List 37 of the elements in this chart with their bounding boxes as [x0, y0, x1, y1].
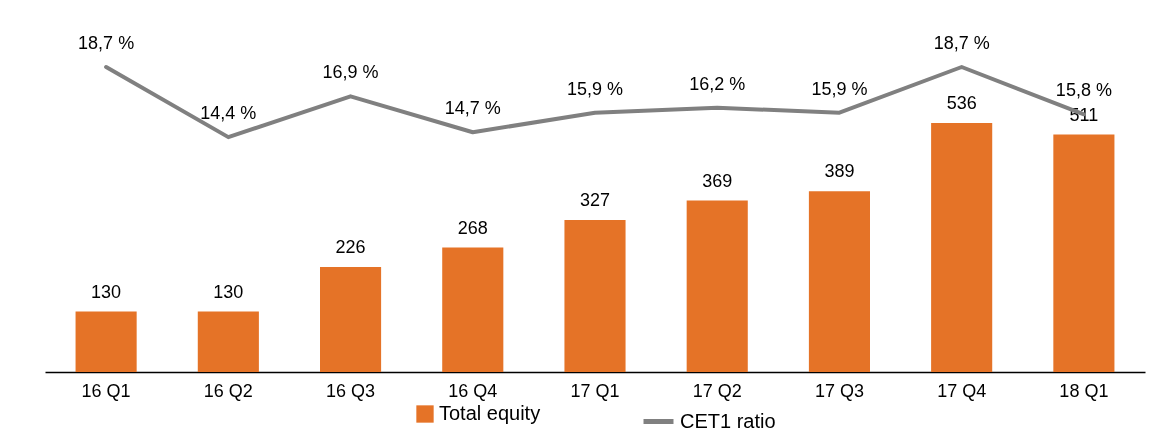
bar: [1053, 134, 1115, 372]
x-tick-label: 18 Q1: [1059, 380, 1109, 401]
data-label: 16,9 %: [322, 62, 379, 83]
data-label: 14,7 %: [444, 98, 501, 119]
data-label: 14,4 %: [200, 103, 257, 124]
bar: [931, 123, 993, 372]
data-label: 130: [213, 281, 244, 302]
data-label: 16,2 %: [689, 73, 746, 94]
data-label: 268: [457, 217, 488, 238]
x-tick-label: 16 Q1: [81, 380, 131, 401]
bar: [808, 191, 870, 372]
data-label: 130: [91, 281, 122, 302]
bar: [686, 200, 748, 372]
x-tick-label: 17 Q4: [937, 380, 987, 401]
bar: [320, 267, 382, 372]
bar: [564, 220, 626, 372]
x-tick-label: 17 Q1: [570, 380, 620, 401]
bar: [197, 311, 259, 372]
bar: [75, 311, 137, 372]
data-label: 327: [579, 190, 611, 211]
data-label: 369: [702, 170, 733, 191]
data-label: 18,7 %: [78, 33, 135, 53]
x-tick-label: 16 Q3: [326, 380, 376, 401]
data-label: 226: [335, 237, 366, 258]
data-label: 15,9 %: [811, 78, 868, 99]
x-tick-label: 17 Q3: [814, 380, 864, 401]
data-label: 15,8 %: [1055, 80, 1112, 101]
data-label: 536: [946, 93, 977, 113]
data-label: 18,7 %: [933, 33, 990, 53]
legend-label: CET1 ratio: [680, 409, 776, 431]
bar: [442, 247, 504, 372]
x-tick-label: 16 Q4: [448, 380, 498, 401]
data-label: 15,9 %: [566, 78, 624, 99]
x-tick-label: 17 Q2: [692, 380, 742, 401]
legend-label: Total equity: [439, 402, 541, 424]
data-label: 389: [824, 161, 855, 182]
x-tick-label: 16 Q2: [203, 380, 253, 401]
